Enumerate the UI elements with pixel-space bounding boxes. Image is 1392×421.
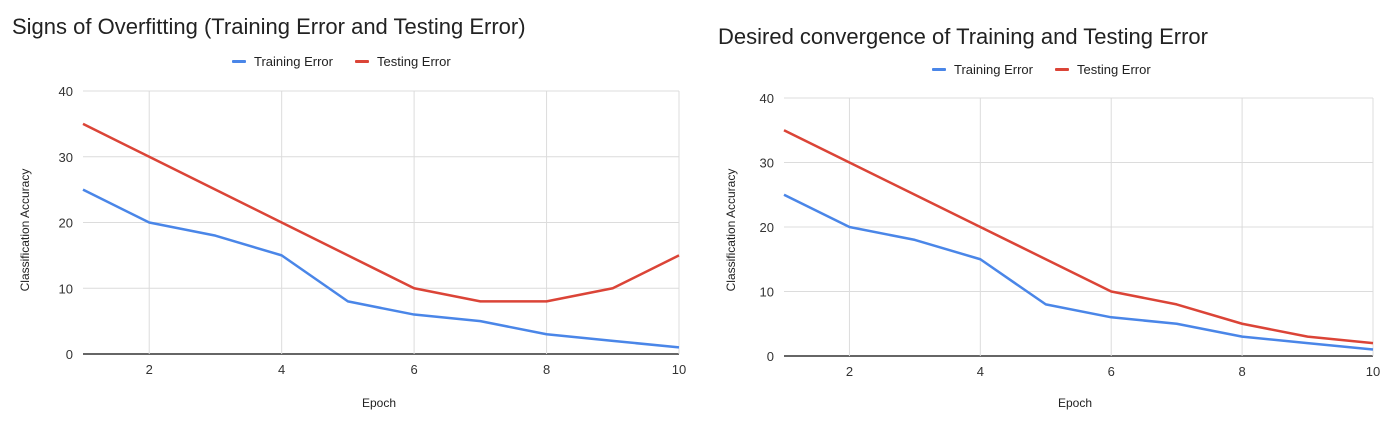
legend-swatch <box>932 68 946 71</box>
y-tick-label: 40 <box>760 91 774 106</box>
legend-item-testing: Testing Error <box>354 54 451 69</box>
y-tick-label: 20 <box>760 220 774 235</box>
y-tick-label: 30 <box>59 150 73 165</box>
series-line-training-error <box>82 188 680 349</box>
x-axis-label: Epoch <box>362 396 397 410</box>
x-tick-label: 2 <box>146 362 153 377</box>
legend-swatch <box>354 60 369 63</box>
y-tick-label: 10 <box>760 285 774 300</box>
y-tick-label: 10 <box>59 281 73 296</box>
y-tick-label: 0 <box>66 347 73 362</box>
series-line-testing-error <box>783 129 1374 345</box>
x-tick-label: 10 <box>672 362 686 377</box>
legend-item-testing: Testing Error <box>1054 62 1151 77</box>
y-tick-label: 40 <box>59 84 73 99</box>
y-tick-label: 30 <box>760 156 774 171</box>
legend-swatch <box>232 60 246 63</box>
x-tick-label: 2 <box>846 364 853 379</box>
legend-label: Testing Error <box>1076 62 1151 77</box>
x-axis-label: Epoch <box>1058 396 1093 410</box>
legend-label: Testing Error <box>376 54 451 69</box>
legend-swatch <box>1054 68 1069 71</box>
chart-title: Signs of Overfitting (Training Error and… <box>12 14 526 39</box>
x-tick-label: 6 <box>1108 364 1115 379</box>
legend-label: Training Error <box>254 54 333 69</box>
x-tick-label: 8 <box>1238 364 1245 379</box>
x-tick-label: 6 <box>410 362 417 377</box>
chart-title: Desired convergence of Training and Test… <box>718 24 1208 49</box>
x-tick-label: 4 <box>977 364 984 379</box>
legend-item-training: Training Error <box>932 62 1033 77</box>
x-tick-label: 10 <box>1366 364 1380 379</box>
y-tick-label: 0 <box>767 349 774 364</box>
series-line-training-error <box>783 193 1374 351</box>
chart-1-marks: 0 10 20 30 40 2 4 6 8 10 <box>760 91 1381 379</box>
y-tick-label: 20 <box>59 216 73 231</box>
x-tick-label: 4 <box>278 362 285 377</box>
legend: Training Error Testing Error <box>932 62 1151 77</box>
series-line-testing-error <box>82 122 680 303</box>
legend-label: Training Error <box>954 62 1033 77</box>
x-tick-label: 8 <box>543 362 550 377</box>
legend: Training Error Testing Error <box>232 54 451 69</box>
legend-item-training: Training Error <box>232 54 333 69</box>
chart-0-marks: 0 10 20 30 40 2 4 6 8 10 <box>59 84 687 377</box>
